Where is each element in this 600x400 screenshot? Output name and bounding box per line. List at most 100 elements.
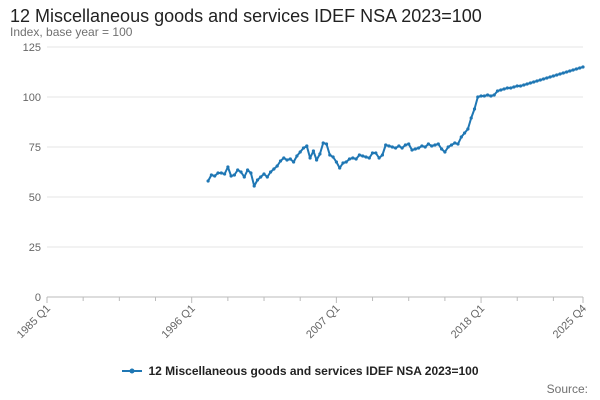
data-point[interactable] bbox=[321, 141, 325, 145]
data-point[interactable] bbox=[262, 172, 266, 176]
data-point[interactable] bbox=[558, 72, 562, 76]
data-point[interactable] bbox=[469, 116, 473, 120]
data-point[interactable] bbox=[380, 153, 384, 157]
data-point[interactable] bbox=[308, 156, 312, 160]
data-point[interactable] bbox=[430, 144, 434, 148]
data-point[interactable] bbox=[407, 142, 411, 146]
data-point[interactable] bbox=[489, 94, 493, 98]
data-point[interactable] bbox=[229, 174, 233, 178]
data-point[interactable] bbox=[351, 156, 355, 160]
data-point[interactable] bbox=[384, 143, 388, 147]
data-point[interactable] bbox=[463, 131, 467, 135]
data-point[interactable] bbox=[275, 164, 279, 168]
data-point[interactable] bbox=[436, 142, 440, 146]
data-point[interactable] bbox=[370, 151, 375, 155]
data-point[interactable] bbox=[341, 161, 345, 165]
data-point[interactable] bbox=[236, 168, 240, 172]
data-point[interactable] bbox=[466, 127, 470, 131]
data-point[interactable] bbox=[420, 144, 424, 148]
data-point[interactable] bbox=[272, 167, 276, 171]
data-point[interactable] bbox=[486, 93, 490, 97]
data-point[interactable] bbox=[551, 74, 556, 78]
data-point[interactable] bbox=[505, 86, 509, 90]
data-point[interactable] bbox=[298, 150, 302, 154]
data-point[interactable] bbox=[318, 152, 322, 156]
data-point[interactable] bbox=[459, 135, 463, 139]
data-point[interactable] bbox=[568, 69, 572, 73]
data-point[interactable] bbox=[499, 88, 503, 92]
data-point[interactable] bbox=[361, 154, 365, 158]
data-point[interactable] bbox=[219, 171, 223, 175]
data-point[interactable] bbox=[223, 172, 227, 176]
data-point[interactable] bbox=[440, 147, 444, 151]
data-point[interactable] bbox=[397, 144, 401, 148]
data-point[interactable] bbox=[367, 156, 371, 160]
data-point[interactable] bbox=[288, 157, 292, 161]
data-point[interactable] bbox=[209, 173, 213, 177]
data-point[interactable] bbox=[518, 84, 523, 88]
data-point[interactable] bbox=[295, 154, 299, 158]
data-point[interactable] bbox=[535, 79, 539, 83]
data-point[interactable] bbox=[265, 175, 269, 179]
data-point[interactable] bbox=[249, 171, 253, 175]
data-point[interactable] bbox=[502, 87, 506, 91]
data-point[interactable] bbox=[426, 142, 430, 146]
data-point[interactable] bbox=[278, 159, 283, 163]
data-point[interactable] bbox=[394, 146, 398, 150]
data-point[interactable] bbox=[334, 160, 338, 164]
data-point[interactable] bbox=[246, 168, 250, 172]
data-point[interactable] bbox=[344, 160, 348, 164]
data-point[interactable] bbox=[400, 146, 404, 150]
data-point[interactable] bbox=[328, 153, 332, 157]
data-point[interactable] bbox=[292, 160, 296, 164]
data-point[interactable] bbox=[331, 155, 335, 159]
data-point[interactable] bbox=[522, 83, 526, 87]
data-point[interactable] bbox=[423, 145, 427, 149]
data-point[interactable] bbox=[413, 147, 417, 151]
data-point[interactable] bbox=[417, 146, 421, 150]
data-point[interactable] bbox=[555, 73, 559, 77]
data-point[interactable] bbox=[512, 85, 516, 89]
data-point[interactable] bbox=[433, 143, 437, 147]
data-point[interactable] bbox=[252, 184, 256, 188]
data-point[interactable] bbox=[357, 153, 361, 157]
data-point[interactable] bbox=[226, 165, 230, 169]
data-point[interactable] bbox=[495, 89, 500, 93]
data-point[interactable] bbox=[255, 178, 260, 182]
data-point[interactable] bbox=[269, 170, 273, 174]
data-point[interactable] bbox=[232, 173, 236, 177]
data-point[interactable] bbox=[305, 144, 309, 148]
data-point[interactable] bbox=[472, 107, 477, 111]
data-point[interactable] bbox=[581, 65, 585, 69]
data-point[interactable] bbox=[446, 145, 450, 149]
data-point[interactable] bbox=[541, 77, 546, 81]
data-point[interactable] bbox=[578, 66, 582, 70]
data-point[interactable] bbox=[301, 146, 306, 150]
data-point[interactable] bbox=[538, 78, 542, 82]
data-point[interactable] bbox=[377, 156, 381, 160]
data-point[interactable] bbox=[571, 68, 575, 72]
data-point[interactable] bbox=[410, 148, 414, 152]
legend-item[interactable]: 12 Miscellaneous goods and services IDEF… bbox=[121, 364, 479, 378]
data-point[interactable] bbox=[213, 174, 217, 178]
data-point[interactable] bbox=[482, 94, 486, 98]
data-point[interactable] bbox=[387, 144, 391, 148]
data-point[interactable] bbox=[545, 76, 549, 80]
data-point[interactable] bbox=[532, 80, 536, 84]
data-point[interactable] bbox=[324, 142, 329, 146]
data-point[interactable] bbox=[259, 175, 263, 179]
data-point[interactable] bbox=[561, 71, 565, 75]
data-point[interactable] bbox=[239, 170, 243, 174]
data-point[interactable] bbox=[565, 70, 569, 74]
data-point[interactable] bbox=[492, 93, 496, 97]
data-point[interactable] bbox=[403, 143, 407, 147]
data-point[interactable] bbox=[476, 95, 480, 99]
data-point[interactable] bbox=[315, 158, 319, 162]
data-point[interactable] bbox=[364, 155, 368, 159]
data-point[interactable] bbox=[548, 75, 552, 79]
data-point[interactable] bbox=[242, 175, 246, 179]
data-point[interactable] bbox=[311, 149, 315, 153]
data-point[interactable] bbox=[338, 166, 342, 170]
data-point[interactable] bbox=[574, 67, 579, 71]
data-point[interactable] bbox=[354, 157, 358, 161]
